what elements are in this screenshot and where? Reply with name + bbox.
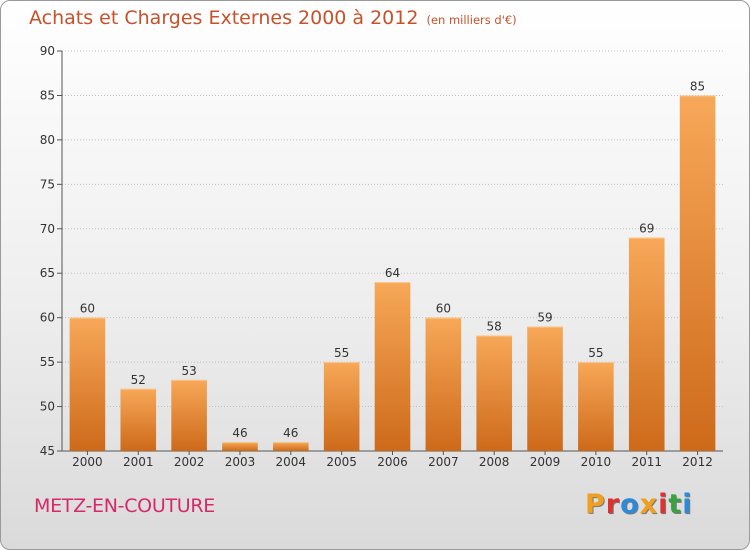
data-label-2001: 52	[131, 373, 146, 387]
x-tick-label: 2002	[174, 455, 205, 469]
y-tick-label: 60	[40, 311, 55, 325]
data-label-2007: 60	[436, 302, 451, 316]
x-tick-label: 2012	[682, 455, 713, 469]
bar-2004	[273, 442, 309, 451]
x-tick-label: 2005	[326, 455, 357, 469]
y-tick-label: 85	[40, 88, 55, 102]
y-tick-label: 90	[40, 44, 55, 58]
y-tick-label: 75	[40, 177, 55, 191]
data-label-2002: 53	[181, 364, 196, 378]
logo-letter: r	[605, 489, 621, 520]
y-tick-label: 55	[40, 355, 55, 369]
data-label-2008: 58	[487, 319, 502, 333]
x-tick-label: 2007	[428, 455, 459, 469]
data-label-2000: 60	[80, 302, 95, 316]
bar-2006	[374, 282, 411, 451]
x-tick-label: 2006	[377, 455, 408, 469]
x-tick-label: 2009	[530, 455, 561, 469]
y-tick-label: 65	[40, 266, 55, 280]
logo-letter: x	[639, 489, 659, 520]
commune-name: METZ-EN-COUTURE	[34, 495, 215, 517]
bar-2011	[628, 237, 665, 451]
x-tick-label: 2008	[479, 455, 510, 469]
bar-2003	[222, 442, 258, 451]
x-tick-label: 2004	[276, 455, 307, 469]
y-tick-label: 50	[40, 400, 55, 414]
data-label-2005: 55	[334, 346, 349, 360]
bar-2012	[679, 95, 716, 451]
data-label-2006: 64	[385, 266, 400, 280]
chart-title: Achats et Charges Externes 2000 à 2012	[29, 7, 419, 29]
logo-letter: o	[620, 489, 640, 520]
y-tick-label: 80	[40, 133, 55, 147]
data-label-2003: 46	[232, 426, 247, 440]
logo-letter: P	[585, 489, 606, 520]
bar-2000	[69, 317, 106, 451]
bar-2001	[120, 388, 157, 451]
logo-letter: i	[682, 489, 693, 520]
chart-unit: (en milliers d'€)	[426, 13, 517, 27]
x-tick-label: 2000	[72, 455, 103, 469]
data-label-2009: 59	[537, 311, 552, 325]
y-tick-label: 45	[40, 444, 55, 458]
bar-2007	[425, 317, 462, 451]
bar-2005	[323, 362, 360, 451]
bar-2008	[476, 335, 512, 451]
data-label-2011: 69	[639, 222, 654, 236]
y-tick-label: 70	[40, 222, 55, 236]
proxiti-logo: Proxiti	[585, 489, 693, 520]
data-label-2012: 85	[690, 79, 705, 93]
logo-letter: i	[658, 489, 669, 520]
chart-header: Achats et Charges Externes 2000 à 2012 (e…	[29, 7, 517, 29]
data-labels: 60 52 53 46 46 55 64 60 58 59 55 69 85	[80, 79, 705, 440]
bars	[69, 95, 716, 451]
bar-2002	[171, 379, 207, 451]
x-tick-label: 2010	[581, 455, 612, 469]
bar-2010	[578, 362, 614, 451]
axes: 45 50 55 60 65 70 75 80 85 90 2000 2001 2002 2003 2004…	[40, 44, 723, 469]
x-tick-label: 2011	[631, 455, 662, 469]
x-tick-label: 2001	[123, 455, 154, 469]
bar-2009	[527, 326, 563, 451]
logo-letter: t	[668, 489, 683, 520]
x-tick-label: 2003	[225, 455, 256, 469]
data-label-2004: 46	[283, 426, 298, 440]
data-label-2010: 55	[588, 346, 603, 360]
